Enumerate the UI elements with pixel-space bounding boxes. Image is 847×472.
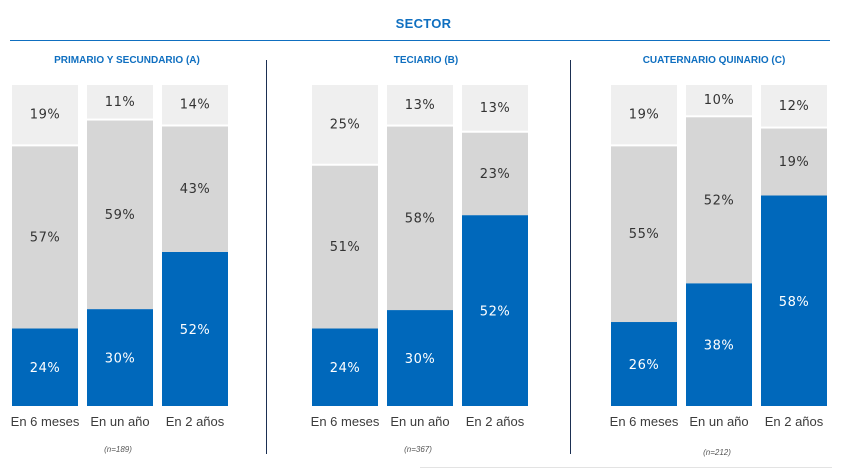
bar-segment-top [686,85,752,116]
panel-title-2: TECIARIO (B) [394,55,458,66]
sample-size-note: (n=189) [104,445,132,454]
segment-value-label: 25% [330,117,360,132]
category-label: En un año [390,414,449,429]
segment-value-label: 51% [330,240,360,255]
title-rule [10,40,830,41]
segment-value-label: 13% [480,101,510,116]
panel-title-1: PRIMARIO Y SECUNDARIO (A) [54,55,200,66]
category-label: En 2 años [466,414,525,429]
bar-segment-middle [87,120,153,310]
bar-segment-middle [12,146,78,329]
bar-segment-middle [611,146,677,323]
segment-value-label: 38% [704,339,734,354]
segment-value-label: 19% [629,108,659,123]
bar-segment-middle [686,117,752,284]
segment-value-label: 57% [30,230,60,245]
bar-segment-top [87,85,153,119]
segment-value-label: 10% [704,93,734,108]
panel-divider-2 [570,60,571,454]
category-label: En un año [689,414,748,429]
segment-value-label: 55% [629,227,659,242]
segment-value-label: 52% [480,305,510,320]
bar-segment-middle [761,128,827,196]
segment-value-label: 30% [105,352,135,367]
bar-segment-middle [312,165,378,329]
bar-segment-top [611,85,677,145]
bar-segment-bottom [686,283,752,406]
bar-segment-middle [387,126,453,311]
segment-value-label: 58% [405,211,435,226]
segment-value-label: 43% [180,182,210,197]
panel-divider-1 [266,60,267,454]
category-label: En 6 meses [311,414,380,429]
segment-value-label: 24% [330,361,360,376]
bar-segment-bottom [611,322,677,406]
sample-size-note: (n=367) [404,445,432,454]
segment-value-label: 13% [405,98,435,113]
bottom-rule [420,467,832,468]
category-label: En 2 años [765,414,824,429]
bar-segment-bottom [462,215,528,406]
bar-segment-middle [462,132,528,216]
category-label: En 2 años [166,414,225,429]
category-label: En 6 meses [610,414,679,429]
bar-segment-top [162,85,228,125]
sample-size-note: (n=212) [703,448,731,457]
category-label: En 6 meses [11,414,80,429]
segment-value-label: 14% [180,98,210,113]
segment-value-label: 24% [30,361,60,376]
bar-segment-bottom [87,309,153,406]
bar-segment-bottom [387,310,453,406]
segment-value-label: 59% [105,208,135,223]
segment-value-label: 19% [779,155,809,170]
segment-value-label: 52% [704,193,734,208]
bar-segment-top [12,85,78,145]
segment-value-label: 58% [779,295,809,310]
bar-segment-bottom [312,328,378,406]
segment-value-label: 11% [105,95,135,110]
segment-value-label: 26% [629,358,659,373]
bar-segment-bottom [12,328,78,406]
bar-segment-bottom [162,251,228,406]
segment-value-label: 30% [405,352,435,367]
bar-segment-top [761,85,827,127]
bar-segment-bottom [761,195,827,406]
page-title: SECTOR [395,16,452,31]
bar-segment-top [387,85,453,125]
segment-value-label: 12% [779,99,809,114]
panel-title-3: CUATERNARIO QUINARIO (C) [643,55,786,66]
segment-value-label: 52% [180,323,210,338]
category-label: En un año [90,414,149,429]
bar-segment-middle [162,126,228,252]
bar-segment-top [462,85,528,131]
segment-value-label: 19% [30,108,60,123]
segment-value-label: 23% [480,167,510,182]
bar-segment-top [312,85,378,164]
